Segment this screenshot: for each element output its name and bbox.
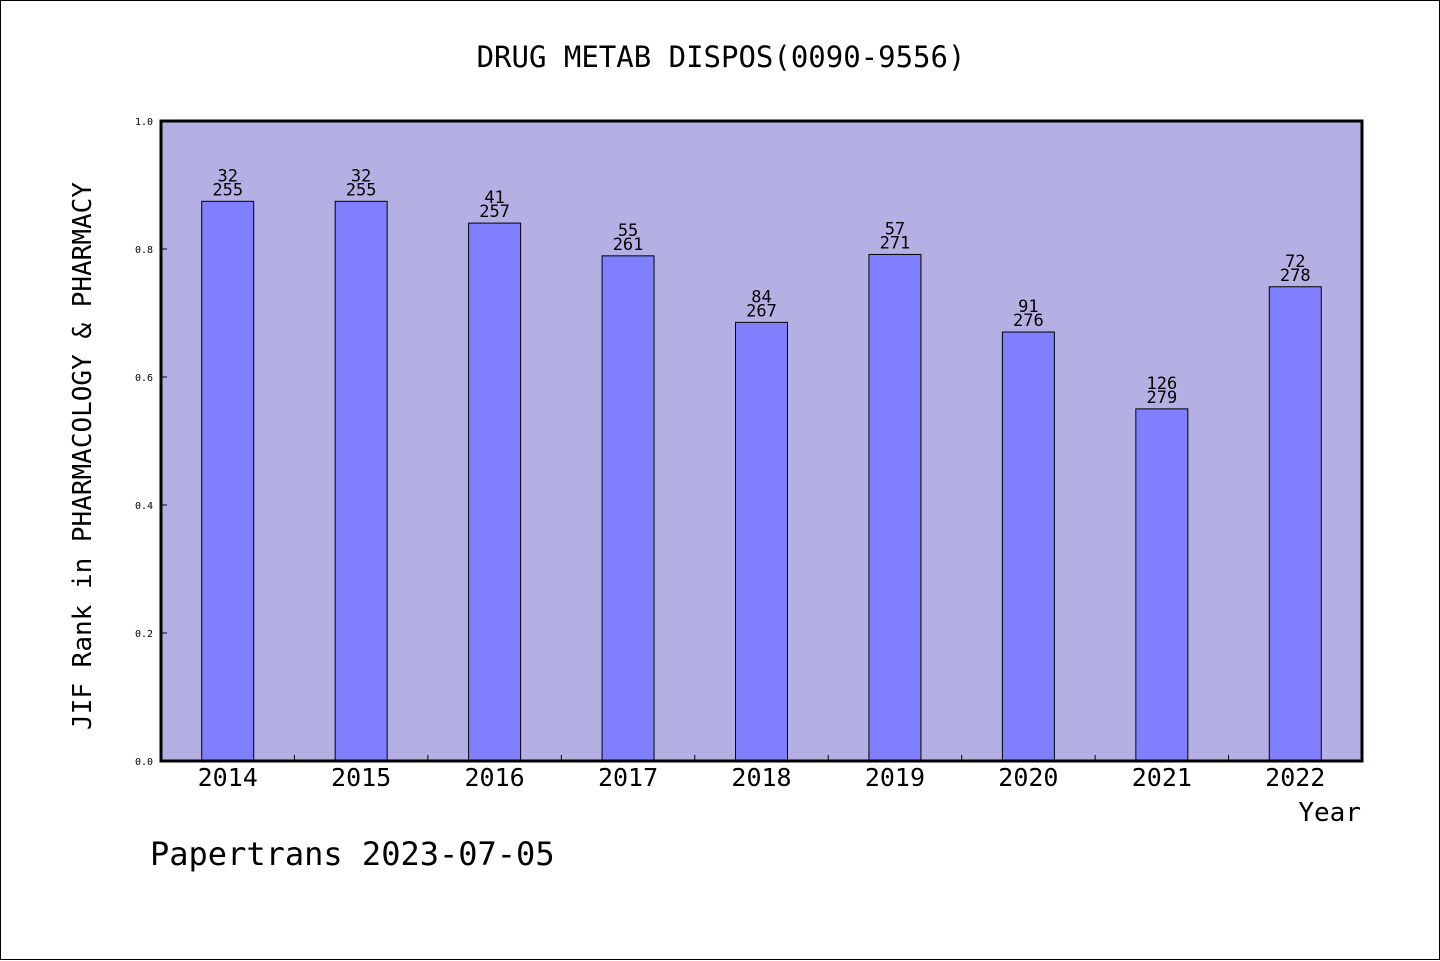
- bar-2022: [1268, 286, 1322, 762]
- plot-border: [159, 119, 1364, 763]
- footer-credit: Papertrans 2023-07-05: [150, 835, 555, 873]
- bar-2020: [1001, 331, 1055, 762]
- bar-2017: [601, 255, 655, 762]
- bar-2019: [868, 253, 922, 762]
- y-tick-label: 0.8: [135, 245, 153, 256]
- bar-2016: [468, 222, 522, 762]
- bar-rank-label: 126: [1146, 374, 1177, 394]
- bar-rank-label: 32: [217, 166, 237, 186]
- bar-2018: [735, 321, 788, 762]
- x-tick-label: 2021: [1132, 763, 1192, 792]
- bar-rank-label: 91: [1018, 297, 1038, 317]
- bar-2014: [201, 200, 255, 762]
- bar-rank-label: 72: [1285, 252, 1305, 272]
- x-tick-label: 2017: [598, 763, 658, 792]
- bar-rank-label: 57: [885, 219, 905, 239]
- x-tick-label: 2020: [998, 763, 1058, 792]
- bar-rank-label: 84: [751, 287, 771, 307]
- x-tick-label: 2018: [731, 763, 791, 792]
- x-tick-label: 2014: [198, 763, 258, 792]
- y-tick-label: 0.4: [135, 501, 153, 512]
- bar-total-label: 257: [479, 202, 510, 222]
- bar-2021: [1135, 408, 1189, 762]
- bar-2015: [334, 200, 388, 762]
- y-axis-label: JIF Rank in PHARMACOLOGY & PHARMACY: [68, 182, 98, 730]
- chart-title: DRUG METAB DISPOS(0090-9556): [477, 40, 966, 74]
- bar-total-label: 271: [880, 233, 911, 253]
- x-tick-label: 2015: [331, 763, 391, 792]
- bar-total-label: 255: [212, 180, 243, 200]
- y-tick-label: 0.0: [135, 757, 153, 768]
- bar-total-label: 267: [746, 301, 777, 321]
- bar-rank-label: 32: [351, 166, 371, 186]
- y-tick-label: 0.2: [135, 629, 153, 640]
- y-tick-label: 0.6: [135, 373, 153, 384]
- bar-rank-label: 41: [484, 188, 504, 208]
- bar-total-label: 278: [1280, 266, 1311, 286]
- x-axis-label: Year: [1298, 798, 1361, 828]
- y-tick-label: 1.0: [135, 117, 153, 128]
- x-axis: 2014 2015 2016 2017 2018 2019 2020 2021 2022: [198, 755, 1325, 792]
- bar-total-label: 279: [1146, 388, 1177, 408]
- bar-total-label: 276: [1013, 311, 1044, 331]
- x-tick-label: 2019: [865, 763, 925, 792]
- x-tick-label: 2016: [465, 763, 525, 792]
- bar-total-label: 255: [346, 180, 377, 200]
- bars-group: [201, 200, 1322, 762]
- y-axis: 0.0 0.2 0.4 0.6 0.8 1.0: [135, 117, 167, 768]
- bar-total-label: 261: [613, 235, 644, 255]
- x-tick-label: 2022: [1265, 763, 1325, 792]
- bar-rank-label: 55: [618, 221, 638, 241]
